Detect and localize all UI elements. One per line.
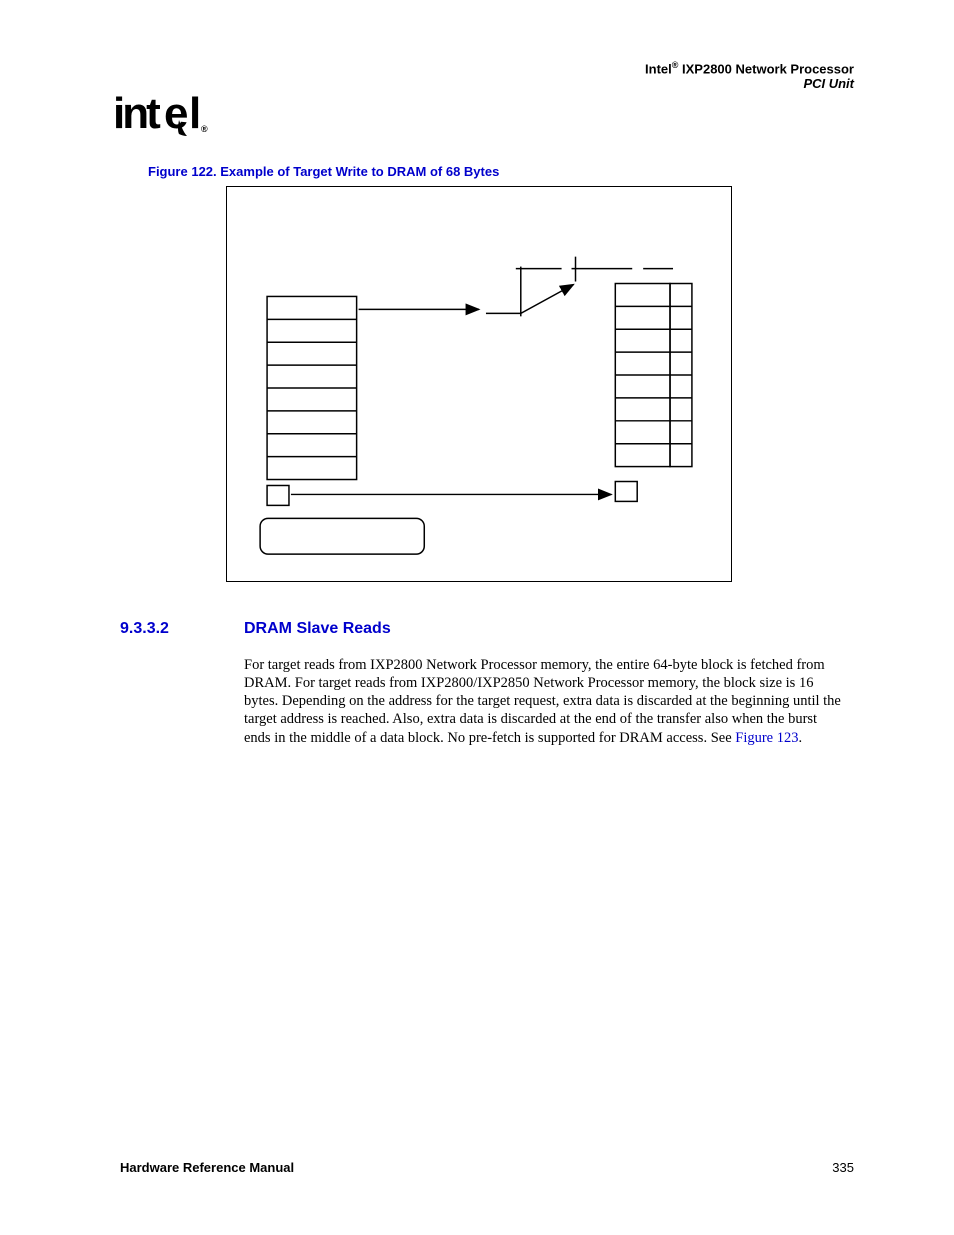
arrow-diag (486, 285, 574, 314)
left-small-cell (267, 485, 289, 505)
brand: Intel (645, 61, 672, 76)
right-col2 (670, 284, 692, 467)
svg-text:l: l (189, 92, 199, 138)
page-number: 335 (832, 1160, 854, 1175)
product: IXP2800 Network Processor (678, 61, 854, 76)
figure-caption: Figure 122. Example of Target Write to D… (148, 164, 499, 179)
unit: PCI Unit (645, 76, 854, 91)
section-title: DRAM Slave Reads (244, 620, 391, 638)
para-after: . (799, 730, 803, 746)
intel-logo: int e l ® (113, 92, 211, 140)
right-col1 (615, 284, 670, 467)
left-block (267, 296, 357, 479)
footer-title: Hardware Reference Manual (120, 1160, 294, 1175)
section-paragraph: For target reads from IXP2800 Network Pr… (244, 656, 844, 747)
figure-diagram (226, 186, 732, 582)
svg-text:®: ® (201, 124, 208, 134)
right-bottom-cell (615, 482, 637, 502)
rounded-label-box (260, 518, 424, 554)
figure-link[interactable]: Figure 123 (735, 730, 798, 746)
svg-text:int: int (113, 92, 161, 138)
page-header: Intel® IXP2800 Network Processor PCI Uni… (645, 60, 854, 91)
section-number: 9.3.3.2 (120, 620, 169, 638)
